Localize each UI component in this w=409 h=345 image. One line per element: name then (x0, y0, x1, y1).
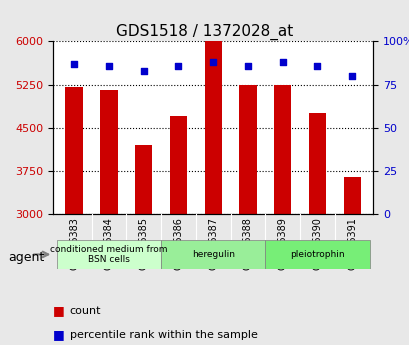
Text: pleiotrophin: pleiotrophin (290, 250, 344, 259)
Bar (308, 113, 326, 214)
Point (71, 61, 77, 67)
Bar (239, 85, 256, 214)
Point (209, 59, 216, 65)
Point (175, 63, 181, 68)
Bar (100, 90, 117, 214)
Text: ■: ■ (53, 328, 65, 341)
FancyBboxPatch shape (265, 240, 369, 269)
Point (313, 63, 320, 68)
Point (244, 63, 251, 68)
FancyBboxPatch shape (56, 240, 161, 269)
Text: ■: ■ (53, 304, 65, 317)
Bar (169, 116, 187, 214)
Bar (273, 85, 291, 214)
Text: GDS1518 / 1372028_at: GDS1518 / 1372028_at (116, 24, 293, 40)
Text: conditioned medium from
BSN cells: conditioned medium from BSN cells (50, 245, 167, 264)
FancyBboxPatch shape (161, 240, 265, 269)
Point (140, 68, 146, 73)
Bar (343, 177, 360, 214)
Bar (204, 41, 221, 214)
Text: agent: agent (8, 250, 44, 264)
Point (106, 63, 112, 68)
Bar (135, 145, 152, 214)
Text: percentile rank within the sample: percentile rank within the sample (70, 330, 257, 339)
Bar (65, 87, 83, 214)
Text: heregulin: heregulin (191, 250, 234, 259)
Text: count: count (70, 306, 101, 315)
Point (279, 59, 285, 65)
Point (348, 73, 355, 79)
